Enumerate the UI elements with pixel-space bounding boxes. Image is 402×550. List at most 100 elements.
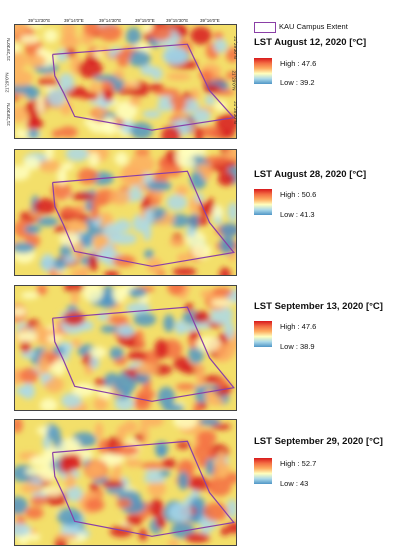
raster-cell xyxy=(84,498,105,512)
color-ramp xyxy=(254,458,272,484)
top-tick-label: 39°15'0"E xyxy=(135,18,155,23)
raster-cell xyxy=(116,498,132,509)
raster-cell xyxy=(134,150,150,157)
raster-cell xyxy=(71,339,81,347)
raster-cell xyxy=(219,223,236,237)
raster-cell xyxy=(15,496,28,515)
raster-cell xyxy=(117,59,129,67)
raster-cell xyxy=(93,397,108,410)
raster-cell xyxy=(93,109,106,119)
raster-cell xyxy=(204,387,214,402)
raster-cell xyxy=(128,287,147,298)
raster-cell xyxy=(90,204,100,221)
raster-cell xyxy=(192,443,215,462)
raster-cell xyxy=(20,483,44,494)
raster-cell xyxy=(70,192,95,201)
raster-cell xyxy=(142,110,162,119)
raster-cell xyxy=(107,315,129,324)
raster-cell xyxy=(193,311,211,323)
raster-cell xyxy=(140,462,166,469)
raster-cell xyxy=(173,420,198,429)
raster-cell xyxy=(167,286,185,296)
raster-cell xyxy=(107,473,123,482)
raster-cell xyxy=(227,202,236,222)
raster-cell xyxy=(115,100,138,121)
raster-cell xyxy=(205,458,215,476)
raster-cell xyxy=(102,88,114,102)
raster-cell xyxy=(19,368,39,384)
raster-cell xyxy=(44,376,64,393)
raster-cell xyxy=(126,167,145,186)
legend-low-label: Low : 38.9 xyxy=(280,342,315,351)
raster-cell xyxy=(140,63,155,76)
lst-map-panel-4 xyxy=(14,419,237,546)
raster-cell xyxy=(60,35,81,49)
raster-cell xyxy=(168,502,193,522)
raster-cell xyxy=(157,386,175,407)
raster-cell xyxy=(52,258,67,271)
campus-extent-outline xyxy=(52,306,235,402)
campus-extent-outline xyxy=(52,440,235,537)
raster-cell xyxy=(83,92,99,100)
lst-map-panel-3 xyxy=(14,285,237,411)
raster-cell xyxy=(204,156,229,165)
raster-cell xyxy=(101,480,125,488)
top-tick-label: 39°13'30"E xyxy=(28,18,51,23)
legend-high-label: High : 47.6 xyxy=(280,59,317,68)
raster-cell xyxy=(65,453,82,471)
legend-high-label: High : 47.6 xyxy=(280,322,317,331)
legend-high-label: High : 50.6 xyxy=(280,190,317,199)
raster-cell xyxy=(176,441,190,450)
raster-cell xyxy=(39,465,57,482)
raster-cell xyxy=(52,359,66,376)
raster-cell xyxy=(217,172,235,186)
raster-cell xyxy=(24,86,40,100)
raster-cell xyxy=(149,498,164,518)
raster-cell xyxy=(95,422,104,439)
raster-cell xyxy=(189,330,200,340)
raster-cell xyxy=(177,253,189,265)
raster-cell xyxy=(211,423,231,430)
raster-cell xyxy=(223,320,235,340)
raster-cell xyxy=(195,126,204,138)
raster-cell xyxy=(198,70,213,80)
left-tick-label: 21°28'30"N xyxy=(5,103,11,126)
raster-cell xyxy=(139,420,164,427)
raster-cell xyxy=(15,523,31,537)
raster-cell xyxy=(215,113,236,134)
raster-cell xyxy=(58,126,78,138)
raster-cell xyxy=(155,514,166,529)
raster-cell xyxy=(80,266,89,275)
lst-raster-map xyxy=(15,150,236,275)
raster-cell xyxy=(86,461,106,479)
raster-cell xyxy=(36,96,46,115)
raster-cell xyxy=(15,127,25,138)
raster-cell xyxy=(42,486,64,497)
color-ramp xyxy=(254,321,272,347)
raster-cell xyxy=(90,199,108,207)
raster-cell xyxy=(210,299,235,307)
raster-cell xyxy=(196,163,209,174)
raster-cell xyxy=(198,402,208,410)
raster-cell xyxy=(114,151,129,166)
raster-cell xyxy=(197,430,217,446)
lst-map-panel-1 xyxy=(14,24,237,139)
raster-cell xyxy=(163,314,175,333)
raster-cell xyxy=(212,32,224,40)
raster-cell xyxy=(25,467,45,476)
raster-cell xyxy=(156,102,174,112)
raster-cell xyxy=(166,194,188,211)
raster-cell xyxy=(92,234,110,248)
raster-cell xyxy=(15,306,27,317)
raster-cell xyxy=(125,458,142,468)
raster-cell xyxy=(63,254,77,265)
raster-cell xyxy=(175,383,196,391)
raster-cell xyxy=(116,425,127,442)
raster-cell xyxy=(20,339,31,353)
raster-cell xyxy=(167,539,180,545)
raster-cell xyxy=(193,108,211,125)
top-tick-label: 39°16'0"E xyxy=(200,18,220,23)
raster-cell xyxy=(217,450,226,466)
raster-cell xyxy=(195,367,205,388)
legend-title: LST September 13, 2020 [°C] xyxy=(254,301,383,312)
